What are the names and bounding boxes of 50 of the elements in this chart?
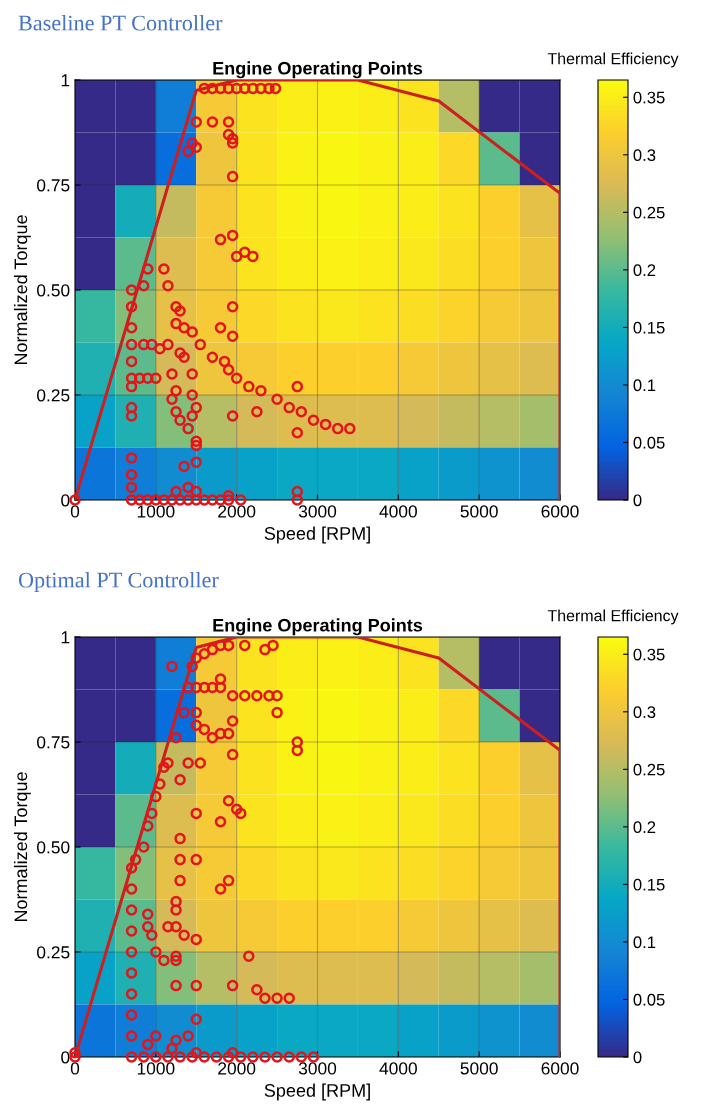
- y-axis-title: Normalized Torque: [13, 772, 31, 922]
- x-tick-label: 2000: [218, 505, 256, 518]
- y-tick-label: 0: [61, 494, 70, 507]
- color-bar-label: 0.25: [633, 206, 665, 219]
- x-tick-label: 5000: [460, 1062, 498, 1075]
- color-bar-label: 0.35: [633, 91, 665, 104]
- color-bar-label: 0.35: [633, 648, 665, 661]
- x-tick-label: 4000: [379, 505, 417, 518]
- color-bar-title: Thermal Efficiency: [547, 52, 679, 68]
- y-tick-label: 0.50: [37, 841, 70, 854]
- x-tick-label: 5000: [460, 505, 498, 518]
- x-axis-title: Speed [RPM]: [264, 1083, 370, 1101]
- chart-title: Optimal PT Controller: [18, 571, 219, 593]
- color-bar-label: 0.15: [633, 321, 665, 334]
- color-bar-label: 0.2: [633, 264, 656, 277]
- x-tick-label: 1000: [137, 505, 175, 518]
- y-tick-label: 0.25: [37, 389, 70, 402]
- y-tick-label: 0.75: [37, 179, 70, 192]
- color-bar-label: 0.2: [633, 821, 656, 834]
- color-bar-title: Thermal Efficiency: [547, 609, 679, 625]
- color-bar-label: 0.3: [633, 706, 656, 718]
- chart-subtitle: Engine Operating Points: [213, 618, 423, 636]
- color-bar-label: 0: [633, 494, 642, 507]
- y-tick-label: 0.75: [37, 736, 70, 749]
- x-tick-label: 3000: [298, 505, 337, 518]
- y-tick-label: 1: [61, 74, 70, 87]
- color-bar-label: 0.05: [633, 993, 665, 1006]
- x-tick-label: 2000: [218, 1062, 256, 1075]
- color-bar-label: 0.05: [633, 436, 665, 449]
- y-tick-label: 0.50: [37, 284, 70, 297]
- x-tick-label: 3000: [298, 1062, 337, 1075]
- color-bar-label: 0: [633, 1051, 642, 1064]
- color-bar-label: 0.1: [633, 379, 656, 392]
- y-tick-label: 0.25: [37, 946, 70, 959]
- x-tick-label: 1000: [137, 1062, 175, 1075]
- color-bar-label: 0.3: [633, 149, 656, 161]
- y-tick-label: 0: [61, 1051, 70, 1064]
- y-axis-title: Normalized Torque: [13, 215, 31, 365]
- color-bar-label: 0.25: [633, 763, 665, 776]
- x-tick-label: 4000: [379, 1062, 417, 1075]
- color-bar-label: 0.1: [633, 936, 656, 949]
- x-axis-title: Speed [RPM]: [264, 526, 370, 544]
- y-tick-label: 1: [61, 631, 70, 644]
- x-tick-label: 0: [70, 505, 80, 518]
- color-bar-label: 0.15: [633, 878, 665, 891]
- x-tick-label: 6000: [541, 1062, 579, 1075]
- x-tick-label: 0: [70, 1062, 80, 1075]
- chart-subtitle: Engine Operating Points: [213, 61, 423, 79]
- chart-title: Baseline PT Controller: [18, 14, 223, 31]
- x-tick-label: 6000: [541, 505, 579, 518]
